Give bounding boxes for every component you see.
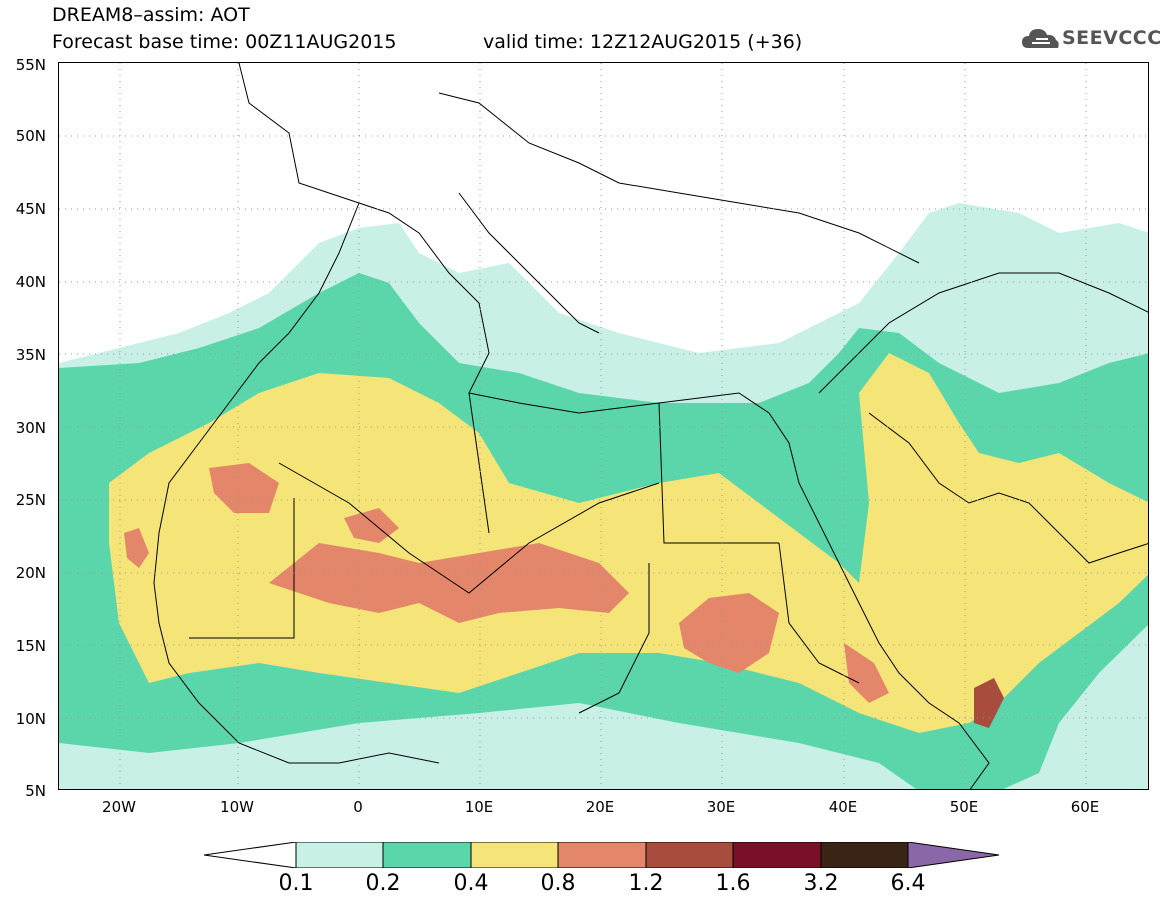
lon-label-60e: 60E bbox=[1070, 798, 1100, 816]
title-valid-time: valid time: 12Z12AUG2015 (+36) bbox=[483, 31, 803, 53]
colorbar-label-1.6: 1.6 bbox=[715, 871, 751, 896]
aot-band-1.2 bbox=[974, 678, 1004, 728]
lat-label-10n: 10N bbox=[15, 710, 46, 728]
colorbar-seg-1.2 bbox=[645, 842, 734, 868]
lon-label-20e: 20E bbox=[585, 798, 615, 816]
colorbar-seg-1.6 bbox=[732, 842, 822, 868]
title-base-time: Forecast base time: 00Z11AUG2015 bbox=[52, 31, 397, 53]
lat-label-35n: 35N bbox=[15, 346, 46, 364]
aot-band-0.8-e bbox=[124, 528, 149, 568]
lat-label-55n: 55N bbox=[15, 56, 46, 74]
lat-label-20n: 20N bbox=[15, 564, 46, 582]
lat-label-50n: 50N bbox=[15, 127, 46, 145]
colorbar-seg-0.1 bbox=[295, 842, 384, 868]
graticule bbox=[59, 63, 1148, 789]
title-model: DREAM8–assim: AOT bbox=[52, 4, 250, 26]
lon-label-30e: 30E bbox=[706, 798, 736, 816]
lon-label-10e: 10E bbox=[464, 798, 494, 816]
colorbar-seg-under bbox=[204, 842, 297, 868]
colorbar-seg-0.4 bbox=[470, 842, 559, 868]
lat-label-45n: 45N bbox=[15, 200, 46, 218]
colorbar-seg-over bbox=[907, 842, 1000, 868]
aot-band-0.4 bbox=[109, 353, 1148, 733]
colorbar-label-0.8: 0.8 bbox=[540, 871, 576, 896]
colorbar-label-0.4: 0.4 bbox=[453, 871, 489, 896]
lon-label-50e: 50E bbox=[949, 798, 979, 816]
colorbar-label-1.2: 1.2 bbox=[628, 871, 664, 896]
aot-band-0.8-c bbox=[209, 463, 279, 513]
aot-map-svg bbox=[59, 63, 1148, 789]
lon-label-10w: 10W bbox=[220, 798, 254, 816]
colorbar-seg-0.2 bbox=[382, 842, 472, 868]
aot-band-0.8-b bbox=[679, 593, 779, 673]
cloud-icon bbox=[1022, 29, 1059, 48]
lon-label-0: 0 bbox=[353, 798, 363, 816]
logo-text: SEEVCCC bbox=[1062, 27, 1162, 49]
lat-label-40n: 40N bbox=[15, 273, 46, 291]
lon-label-20w: 20W bbox=[102, 798, 136, 816]
lat-label-30n: 30N bbox=[15, 419, 46, 437]
lat-label-5n: 5N bbox=[25, 782, 46, 800]
colorbar-label-0.1: 0.1 bbox=[278, 871, 314, 896]
colorbar bbox=[204, 842, 1000, 868]
aot-map bbox=[58, 62, 1149, 790]
lon-label-40e: 40E bbox=[828, 798, 858, 816]
coastlines bbox=[153, 63, 1148, 789]
colorbar-label-3.2: 3.2 bbox=[803, 871, 839, 896]
aot-band-0.8-d bbox=[344, 508, 399, 543]
colorbar-seg-3.2 bbox=[820, 842, 909, 868]
lat-label-15n: 15N bbox=[15, 637, 46, 655]
lat-label-25n: 25N bbox=[15, 491, 46, 509]
colorbar-seg-0.8 bbox=[557, 842, 647, 868]
aot-band-0.8-f bbox=[844, 643, 889, 703]
colorbar-label-0.2: 0.2 bbox=[365, 871, 401, 896]
colorbar-label-6.4: 6.4 bbox=[890, 871, 926, 896]
